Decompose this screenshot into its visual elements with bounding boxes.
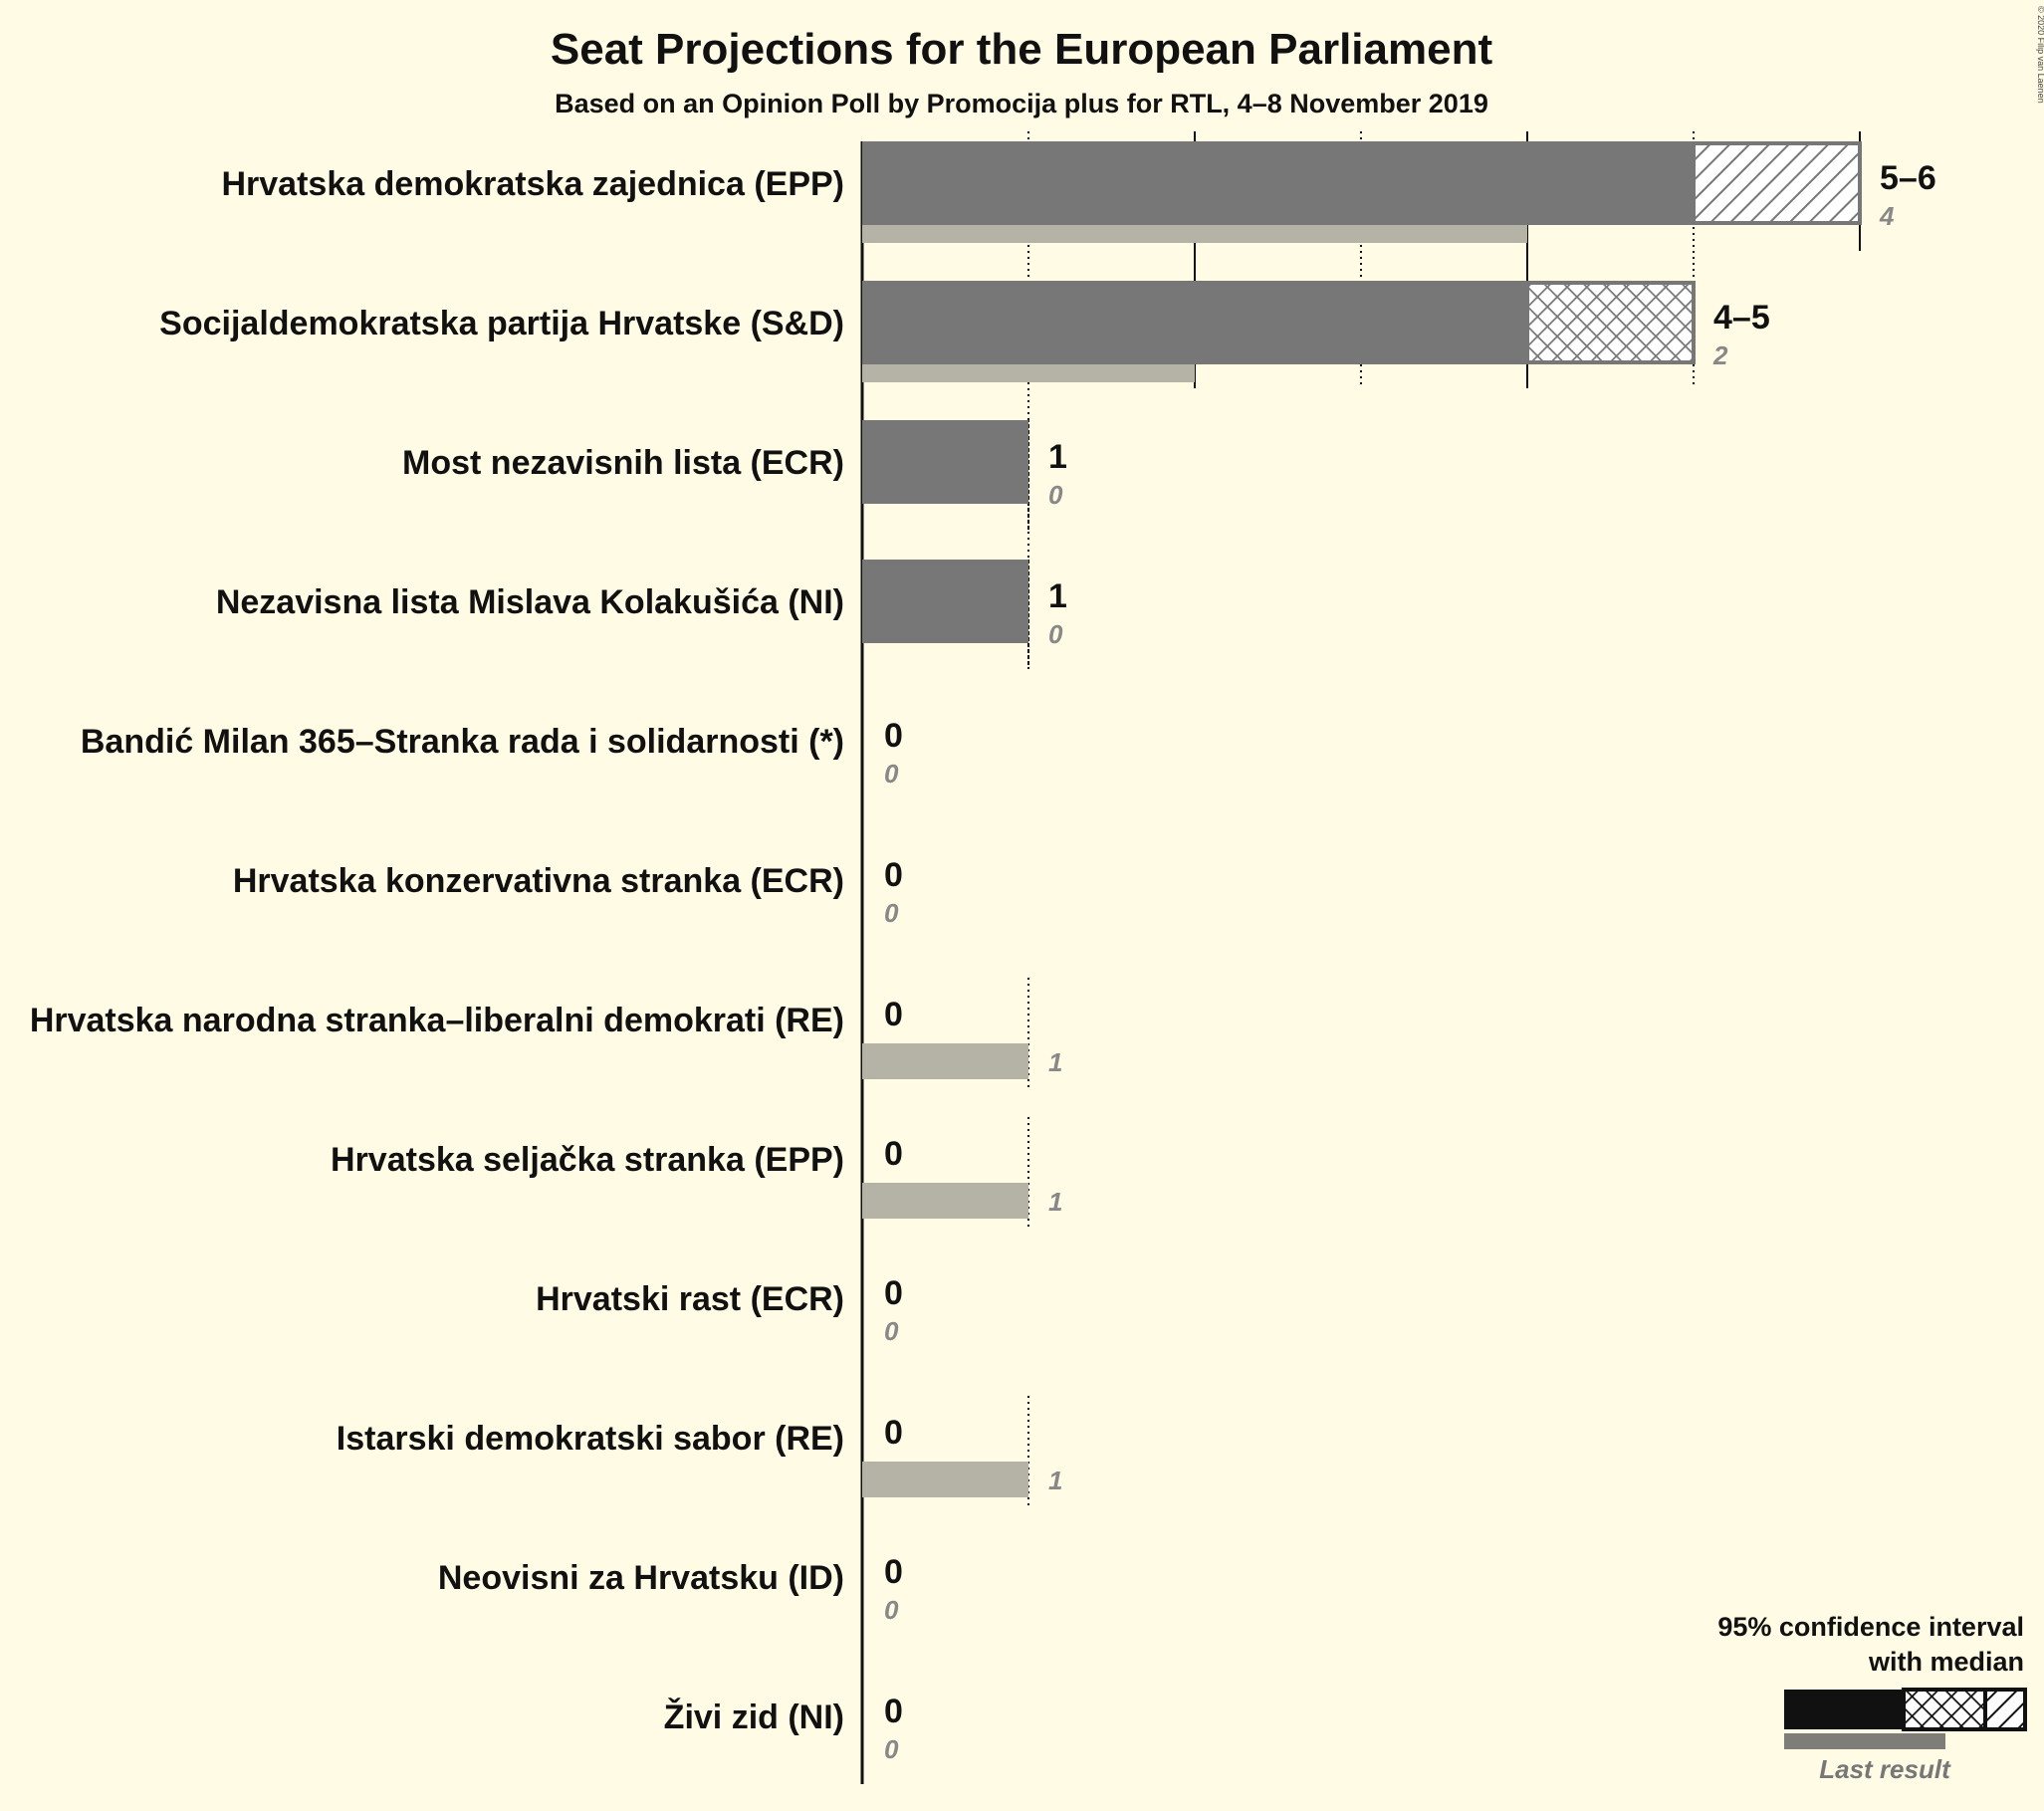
seat-range-label: 0 xyxy=(884,1274,903,1312)
projection-bar xyxy=(862,560,1028,643)
projection-bar xyxy=(862,141,1694,225)
party-label: Hrvatski rast (ECR) xyxy=(536,1280,844,1318)
party-label: Hrvatska demokratska zajednica (EPP) xyxy=(221,165,844,203)
seat-range-label: 1 xyxy=(1048,438,1067,476)
party-label: Socijaldemokratska partija Hrvatske (S&D… xyxy=(159,305,844,342)
legend-last-swatch xyxy=(1784,1733,1945,1749)
last-result-label: 0 xyxy=(884,898,899,928)
last-result-label: 0 xyxy=(1048,619,1063,649)
legend-ci-line2: with median xyxy=(1868,1647,2024,1677)
chart-subtitle: Based on an Opinion Poll by Promocija pl… xyxy=(555,89,1488,118)
legend-last-result: Last result xyxy=(1819,1754,1951,1784)
party-label: Hrvatska seljačka stranka (EPP) xyxy=(331,1141,844,1179)
labels: Hrvatska demokratska zajednica (EPP) 5–6 4… xyxy=(30,159,1936,1764)
last-result-label: 1 xyxy=(1048,1466,1062,1495)
confidence-interval-bar xyxy=(1525,281,1696,364)
party-label: Hrvatska narodna stranka–liberalni demok… xyxy=(30,1002,844,1039)
seat-range-label: 5–6 xyxy=(1880,159,1936,197)
party-label: Hrvatska konzervativna stranka (ECR) xyxy=(233,862,844,900)
seat-range-label: 0 xyxy=(884,1135,903,1173)
last-result-bar xyxy=(862,1462,1028,1497)
last-result-label: 1 xyxy=(1048,1187,1062,1217)
last-result-bar xyxy=(862,1183,1028,1219)
last-result-bar xyxy=(862,1043,1028,1079)
seat-range-label: 0 xyxy=(884,996,903,1033)
projection-bar xyxy=(862,420,1028,504)
seat-range-label: 0 xyxy=(884,1693,903,1730)
last-result-label: 1 xyxy=(1048,1047,1062,1077)
last-result-label: 0 xyxy=(884,1316,899,1346)
last-result-label: 0 xyxy=(1048,480,1063,510)
seat-range-label: 0 xyxy=(884,856,903,894)
projection-bars xyxy=(862,141,1862,643)
seat-range-label: 1 xyxy=(1048,577,1067,615)
last-result-label: 0 xyxy=(884,759,899,789)
seat-range-label: 0 xyxy=(884,1414,903,1452)
party-label: Istarski demokratski sabor (RE) xyxy=(337,1420,844,1458)
chart-title: Seat Projections for the European Parlia… xyxy=(551,25,1493,74)
confidence-interval-bar xyxy=(1692,141,1862,225)
legend: 95% confidence interval with median Last… xyxy=(1717,1612,2027,1784)
legend-solid-swatch xyxy=(1784,1690,1904,1729)
last-result-label: 4 xyxy=(1879,201,1895,231)
seat-range-label: 0 xyxy=(884,717,903,755)
last-result-bars xyxy=(862,207,1527,1497)
legend-diag-swatch xyxy=(1983,1688,2027,1731)
last-result-label: 0 xyxy=(884,1595,899,1625)
seat-range-label: 4–5 xyxy=(1713,299,1770,337)
seat-range-label: 0 xyxy=(884,1553,903,1591)
last-result-label: 2 xyxy=(1712,340,1728,370)
party-label: Živi zid (NI) xyxy=(664,1698,844,1736)
legend-ci-line1: 95% confidence interval xyxy=(1717,1612,2024,1642)
copyright-note: © 2020 Filip van Laenen xyxy=(2036,6,2044,104)
party-label: Most nezavisnih lista (ECR) xyxy=(402,444,844,482)
legend-cross-swatch xyxy=(1902,1688,1987,1731)
party-label: Nezavisna lista Mislava Kolakušića (NI) xyxy=(216,583,844,621)
projection-bar xyxy=(862,281,1527,364)
party-label: Neovisni za Hrvatsku (ID) xyxy=(438,1559,844,1597)
party-label: Bandić Milan 365–Stranka rada i solidarn… xyxy=(81,723,844,761)
last-result-label: 0 xyxy=(884,1734,899,1764)
